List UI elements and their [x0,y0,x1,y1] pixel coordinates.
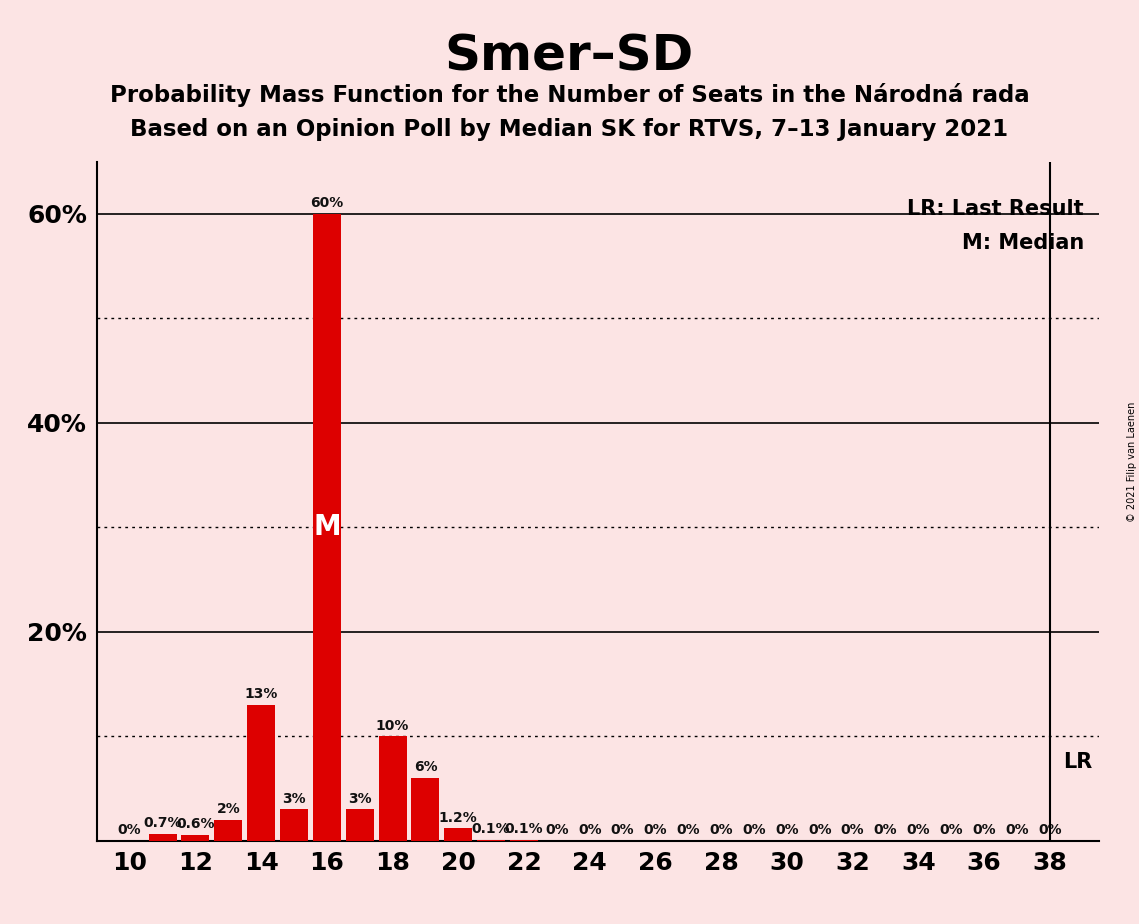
Bar [247,705,276,841]
Text: Probability Mass Function for the Number of Seats in the Národná rada: Probability Mass Function for the Number… [109,83,1030,107]
Text: 10%: 10% [376,719,409,733]
Text: 0%: 0% [546,823,568,837]
Text: 0%: 0% [808,823,831,837]
Text: 0.1%: 0.1% [472,822,510,836]
Bar [378,736,407,841]
Bar [313,214,341,841]
Text: 2%: 2% [216,802,240,816]
Text: 0%: 0% [1038,823,1062,837]
Text: 3%: 3% [347,792,371,806]
Bar [444,828,473,841]
Text: 0%: 0% [677,823,700,837]
Bar [411,778,440,841]
Text: M: M [313,514,341,541]
Bar [148,833,177,841]
Text: 0%: 0% [841,823,865,837]
Text: M: Median: M: Median [961,233,1084,253]
Bar [510,840,538,841]
Bar [346,809,374,841]
Text: 0.7%: 0.7% [144,816,182,830]
Text: 0%: 0% [776,823,798,837]
Text: Smer–SD: Smer–SD [445,32,694,80]
Text: 0%: 0% [874,823,898,837]
Text: 0%: 0% [577,823,601,837]
Text: 0%: 0% [644,823,667,837]
Text: 60%: 60% [310,196,344,211]
Text: 0.6%: 0.6% [177,817,214,831]
Text: 0%: 0% [117,823,141,837]
Text: 13%: 13% [245,687,278,701]
Text: 0%: 0% [1005,823,1029,837]
Text: 0%: 0% [973,823,995,837]
Bar [477,840,505,841]
Text: LR: Last Result: LR: Last Result [908,199,1084,219]
Text: 6%: 6% [413,760,437,774]
Text: 0%: 0% [710,823,734,837]
Text: 3%: 3% [282,792,305,806]
Text: 1.2%: 1.2% [439,810,477,824]
Text: 0.1%: 0.1% [505,822,543,836]
Bar [181,834,210,841]
Text: 0%: 0% [611,823,634,837]
Text: 0%: 0% [743,823,765,837]
Bar [214,820,243,841]
Text: 0%: 0% [907,823,931,837]
Text: Based on an Opinion Poll by Median SK for RTVS, 7–13 January 2021: Based on an Opinion Poll by Median SK fo… [131,118,1008,141]
Text: © 2021 Filip van Laenen: © 2021 Filip van Laenen [1126,402,1137,522]
Bar [280,809,308,841]
Text: LR: LR [1063,752,1092,772]
Text: 0%: 0% [940,823,964,837]
